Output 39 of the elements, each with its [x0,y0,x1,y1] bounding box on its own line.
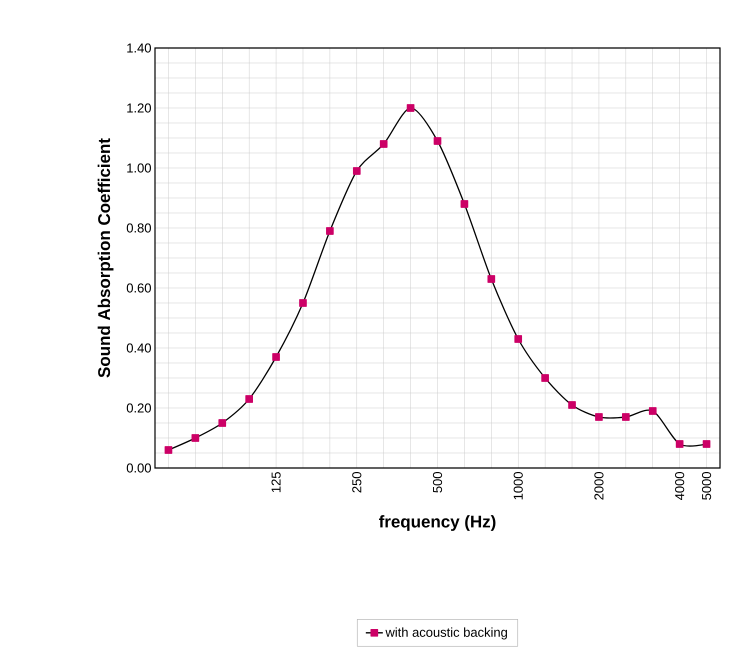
x-tick-label: 4000 [675,472,684,500]
point [299,299,307,307]
point [622,413,630,421]
point [380,140,388,148]
y-tick-label: 0.40 [126,343,151,353]
x-tick-label: 2000 [594,472,604,500]
y-tick-label: 0.60 [126,283,151,293]
point [218,419,226,427]
y-tick-label: 1.00 [127,163,151,173]
y-tick-label: 1.20 [127,103,151,113]
y-tick-label: 0.80 [126,223,151,233]
point [272,353,280,361]
point [245,395,254,403]
point [648,407,657,415]
point [541,374,549,382]
x-tick-label: 250 [352,472,362,492]
y-tick-label: 1.40 [127,43,151,53]
y-axis-title: Sound Absorption Coefficient [98,138,114,378]
x-tick-label: 125 [271,472,281,492]
point [326,227,334,235]
x-axis-title: frequency (Hz) [378,515,496,531]
point [568,401,576,409]
point [406,104,414,112]
y-tick-label: 0.20 [126,403,151,413]
point [595,413,603,421]
x-tick-label: 5000 [702,472,712,500]
point [164,446,172,454]
legend-label: with acoustic backing [385,627,507,640]
point [460,200,468,208]
point [676,440,684,448]
x-tick-label: 1000 [514,472,523,500]
point [352,167,361,175]
point [434,137,442,145]
point [487,275,496,283]
x-tick-label: 500 [432,472,442,493]
point [514,335,522,343]
point [192,434,200,442]
y-tick-label: 0.00 [126,463,151,473]
point [702,440,710,448]
